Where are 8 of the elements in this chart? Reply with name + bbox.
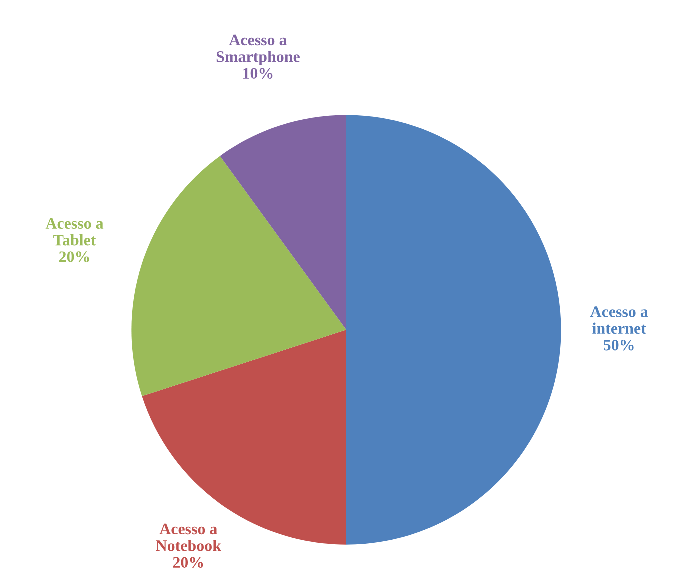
slice-label: Acesso a Smartphone <box>216 34 300 66</box>
slice-label: Acesso a internet <box>590 306 648 334</box>
data-label: 50% <box>604 340 634 351</box>
data-label: 20% <box>59 252 90 262</box>
data-label: 10% <box>244 68 273 80</box>
slice-label: Acesso a Notebook <box>156 524 222 552</box>
slice-label: Acesso a Tablet <box>46 218 104 246</box>
data-label: 20% <box>173 557 204 568</box>
